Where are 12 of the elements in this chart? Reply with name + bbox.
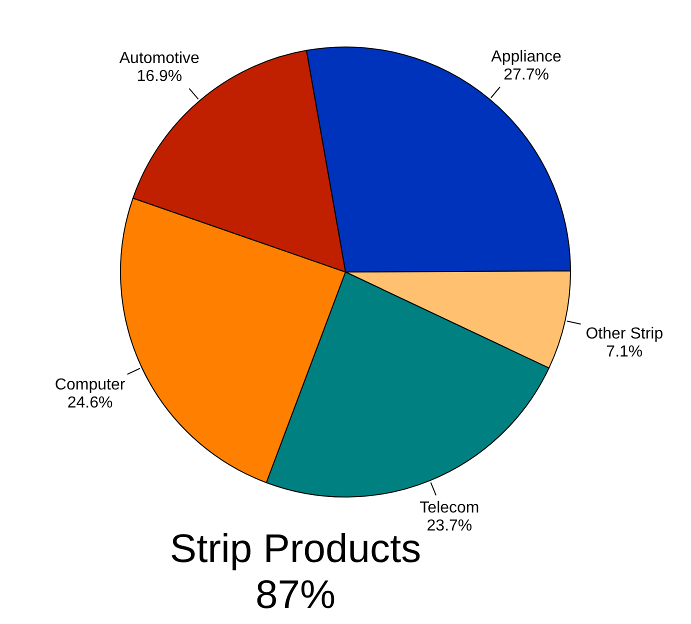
data-label: 27.7% [504, 66, 550, 84]
slice-label: Computer [54, 376, 126, 394]
slice-label: Appliance [491, 48, 562, 66]
slice-label: Other Strip [586, 325, 664, 342]
slice-label: Automotive [119, 50, 200, 67]
slice-label: Telecom [420, 499, 480, 516]
data-label: 7.1% [606, 343, 643, 360]
text: Strip Products [170, 527, 422, 572]
text: 87% [255, 573, 336, 618]
data-label: 24.6% [67, 394, 113, 412]
data-label: 23.7% [426, 517, 472, 534]
data-label: 16.9% [136, 68, 182, 85]
